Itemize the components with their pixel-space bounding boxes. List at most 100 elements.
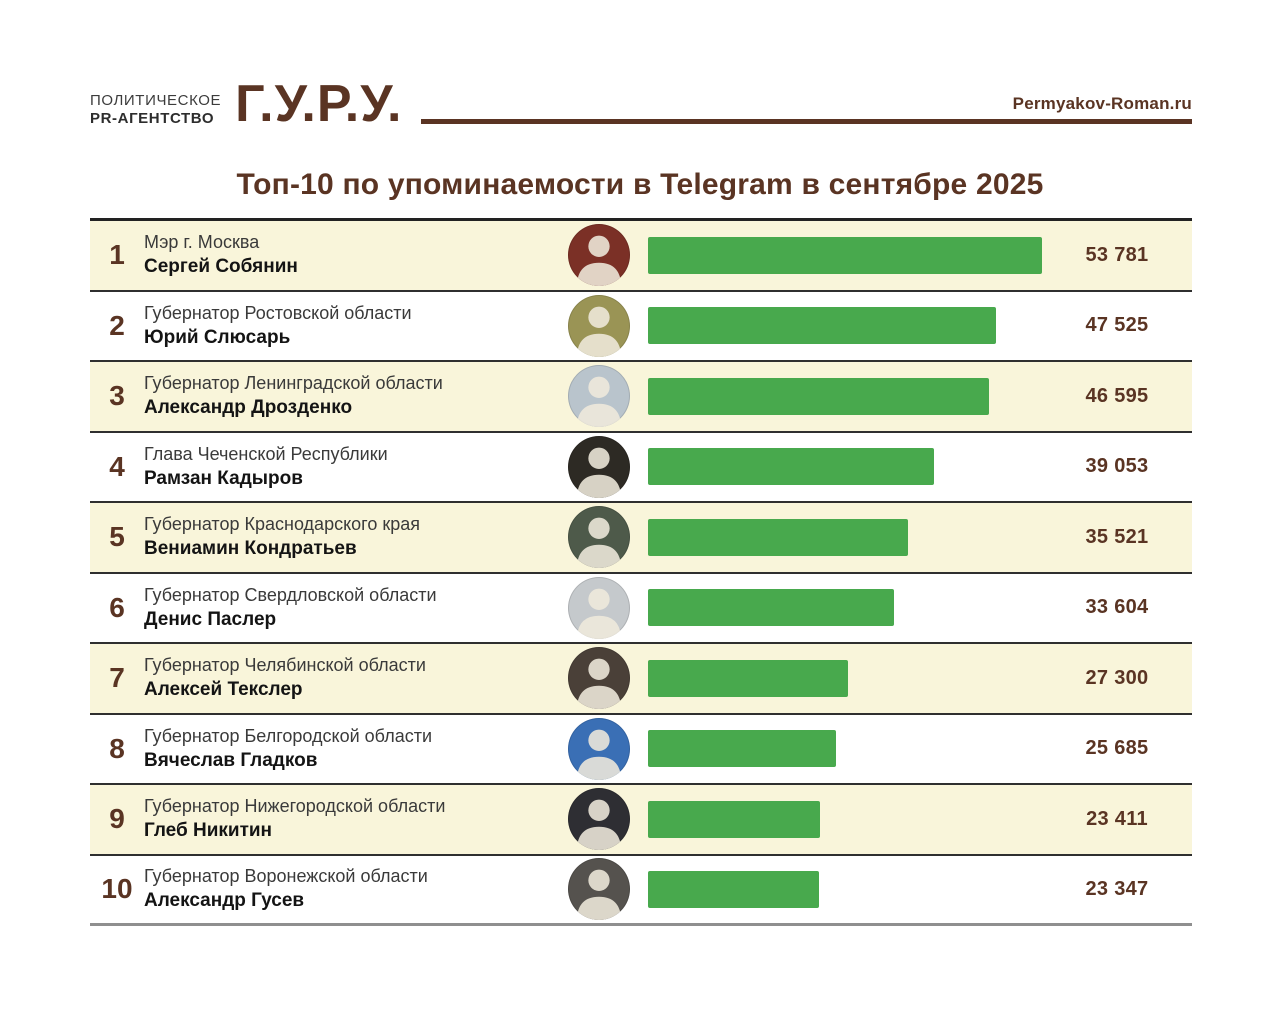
person-name: Денис Паслер	[144, 608, 277, 630]
person-info: Глава Чеченской Республики Рамзан Кадыро…	[144, 444, 568, 490]
rank-number: 7	[109, 662, 125, 694]
rank-number: 5	[109, 521, 125, 553]
mention-bar	[648, 377, 989, 415]
bar-track	[648, 870, 1042, 908]
mention-bar	[648, 236, 1042, 274]
person-photo	[568, 435, 630, 498]
person-position: Губернатор Ленинградской области	[144, 373, 443, 394]
agency-label: ПОЛИТИЧЕСКОЕ PR-АГЕНТСТВО	[90, 92, 221, 127]
person-info: Губернатор Нижегородской области Глеб Ни…	[144, 796, 568, 842]
table-row-rank-6: 6 Губернатор Свердловской области Денис …	[90, 573, 1192, 644]
mention-count: 23 347	[1085, 877, 1149, 900]
person-photo	[568, 717, 630, 780]
person-photo	[568, 294, 630, 357]
mention-count: 25 685	[1085, 737, 1149, 760]
table-row-rank-9: 9 Губернатор Нижегородской области Глеб …	[90, 785, 1192, 856]
rank-number: 9	[109, 803, 125, 835]
mention-count: 23 411	[1086, 807, 1148, 830]
person-silhouette-icon	[576, 447, 622, 498]
person-info: Губернатор Воронежской области Александр…	[144, 866, 568, 912]
mention-bar	[648, 448, 934, 486]
person-photo	[568, 788, 630, 851]
mention-bar	[648, 589, 894, 627]
person-silhouette-icon	[576, 376, 622, 428]
mention-bar	[648, 730, 836, 768]
mention-count: 33 604	[1085, 596, 1149, 619]
rank-number: 4	[109, 450, 125, 482]
bar-track	[648, 377, 1042, 415]
person-name: Александр Гусев	[144, 890, 305, 912]
person-silhouette-icon	[576, 306, 622, 357]
person-position: Губернатор Воронежской области	[144, 866, 428, 887]
table-row-rank-1: 1 Мэр г. Москва Сергей Собянин 53 781	[90, 221, 1192, 292]
bar-track	[648, 448, 1042, 486]
person-name: Сергей Собянин	[144, 256, 298, 278]
person-position: Губернатор Челябинской области	[144, 655, 426, 676]
mention-count: 47 525	[1085, 314, 1149, 337]
person-silhouette-icon	[576, 517, 622, 569]
rank-number: 10	[101, 873, 133, 905]
person-info: Мэр г. Москва Сергей Собянин	[144, 232, 568, 278]
person-info: Губернатор Ростовской области Юрий Слюса…	[144, 303, 568, 349]
person-name: Алексей Текслер	[144, 679, 303, 701]
person-position: Губернатор Нижегородской области	[144, 796, 446, 817]
bar-track	[648, 800, 1042, 838]
person-photo	[568, 576, 630, 639]
person-name: Вячеслав Гладков	[144, 749, 318, 771]
mention-bar	[648, 870, 819, 908]
table-row-rank-7: 7 Губернатор Челябинской области Алексей…	[90, 644, 1192, 715]
bar-track	[648, 659, 1042, 697]
person-position: Глава Чеченской Республики	[144, 443, 388, 464]
person-silhouette-icon	[576, 729, 622, 780]
person-name: Рамзан Кадыров	[144, 467, 303, 489]
mention-bar	[648, 800, 820, 838]
bar-track	[648, 307, 1042, 345]
person-name: Глеб Никитин	[144, 820, 273, 842]
rank-number: 1	[109, 239, 125, 271]
person-name: Александр Дрозденко	[144, 397, 353, 419]
person-silhouette-icon	[576, 235, 622, 287]
person-silhouette-icon	[576, 869, 622, 921]
rank-number: 3	[109, 380, 125, 412]
rank-number: 8	[109, 732, 125, 764]
mention-count: 46 595	[1085, 384, 1149, 407]
agency-line1: ПОЛИТИЧЕСКОЕ	[90, 92, 222, 109]
table-row-rank-2: 2 Губернатор Ростовской области Юрий Слю…	[90, 291, 1192, 362]
rank-number: 6	[109, 591, 125, 623]
ranking-table: 1 Мэр г. Москва Сергей Собянин 53 781 2 …	[90, 218, 1192, 926]
rank-number: 2	[109, 309, 125, 341]
person-info: Губернатор Белгородской области Вячеслав…	[144, 726, 568, 772]
person-info: Губернатор Краснодарского края Вениамин …	[144, 514, 568, 560]
person-silhouette-icon	[576, 658, 622, 710]
bar-track	[648, 236, 1042, 274]
table-row-rank-4: 4 Глава Чеченской Республики Рамзан Кады…	[90, 432, 1192, 503]
person-name: Вениамин Кондратьев	[144, 538, 357, 560]
header-rule	[420, 119, 1192, 124]
person-position: Губернатор Свердловской области	[144, 584, 437, 605]
person-photo	[568, 858, 630, 921]
person-photo	[568, 365, 630, 428]
person-photo	[568, 224, 630, 287]
person-position: Мэр г. Москва	[144, 232, 260, 253]
chart-title: Топ-10 по упоминаемости в Telegram в сен…	[236, 168, 1044, 201]
mention-count: 35 521	[1085, 525, 1149, 548]
table-row-rank-3: 3 Губернатор Ленинградской области Алекс…	[90, 362, 1192, 433]
person-position: Губернатор Белгородской области	[144, 725, 432, 746]
person-photo	[568, 647, 630, 710]
person-position: Губернатор Ростовской области	[144, 302, 412, 323]
person-position: Губернатор Краснодарского края	[144, 514, 420, 535]
bar-track	[648, 589, 1042, 627]
person-info: Губернатор Свердловской области Денис Па…	[144, 585, 568, 631]
header: ПОЛИТИЧЕСКОЕ PR-АГЕНТСТВО Г.У.Р.У. Permy…	[90, 75, 1192, 133]
bar-track	[648, 730, 1042, 768]
table-row-rank-8: 8 Губернатор Белгородской области Вячесл…	[90, 714, 1192, 785]
person-silhouette-icon	[576, 799, 622, 851]
person-info: Губернатор Ленинградской области Алексан…	[144, 373, 568, 419]
mention-bar	[648, 518, 908, 556]
mention-count: 39 053	[1085, 455, 1149, 478]
agency-logo: Г.У.Р.У.	[235, 75, 403, 133]
website-url: Permyakov-Roman.ru	[1012, 94, 1192, 113]
mention-bar	[648, 659, 848, 697]
bar-track	[648, 518, 1042, 556]
